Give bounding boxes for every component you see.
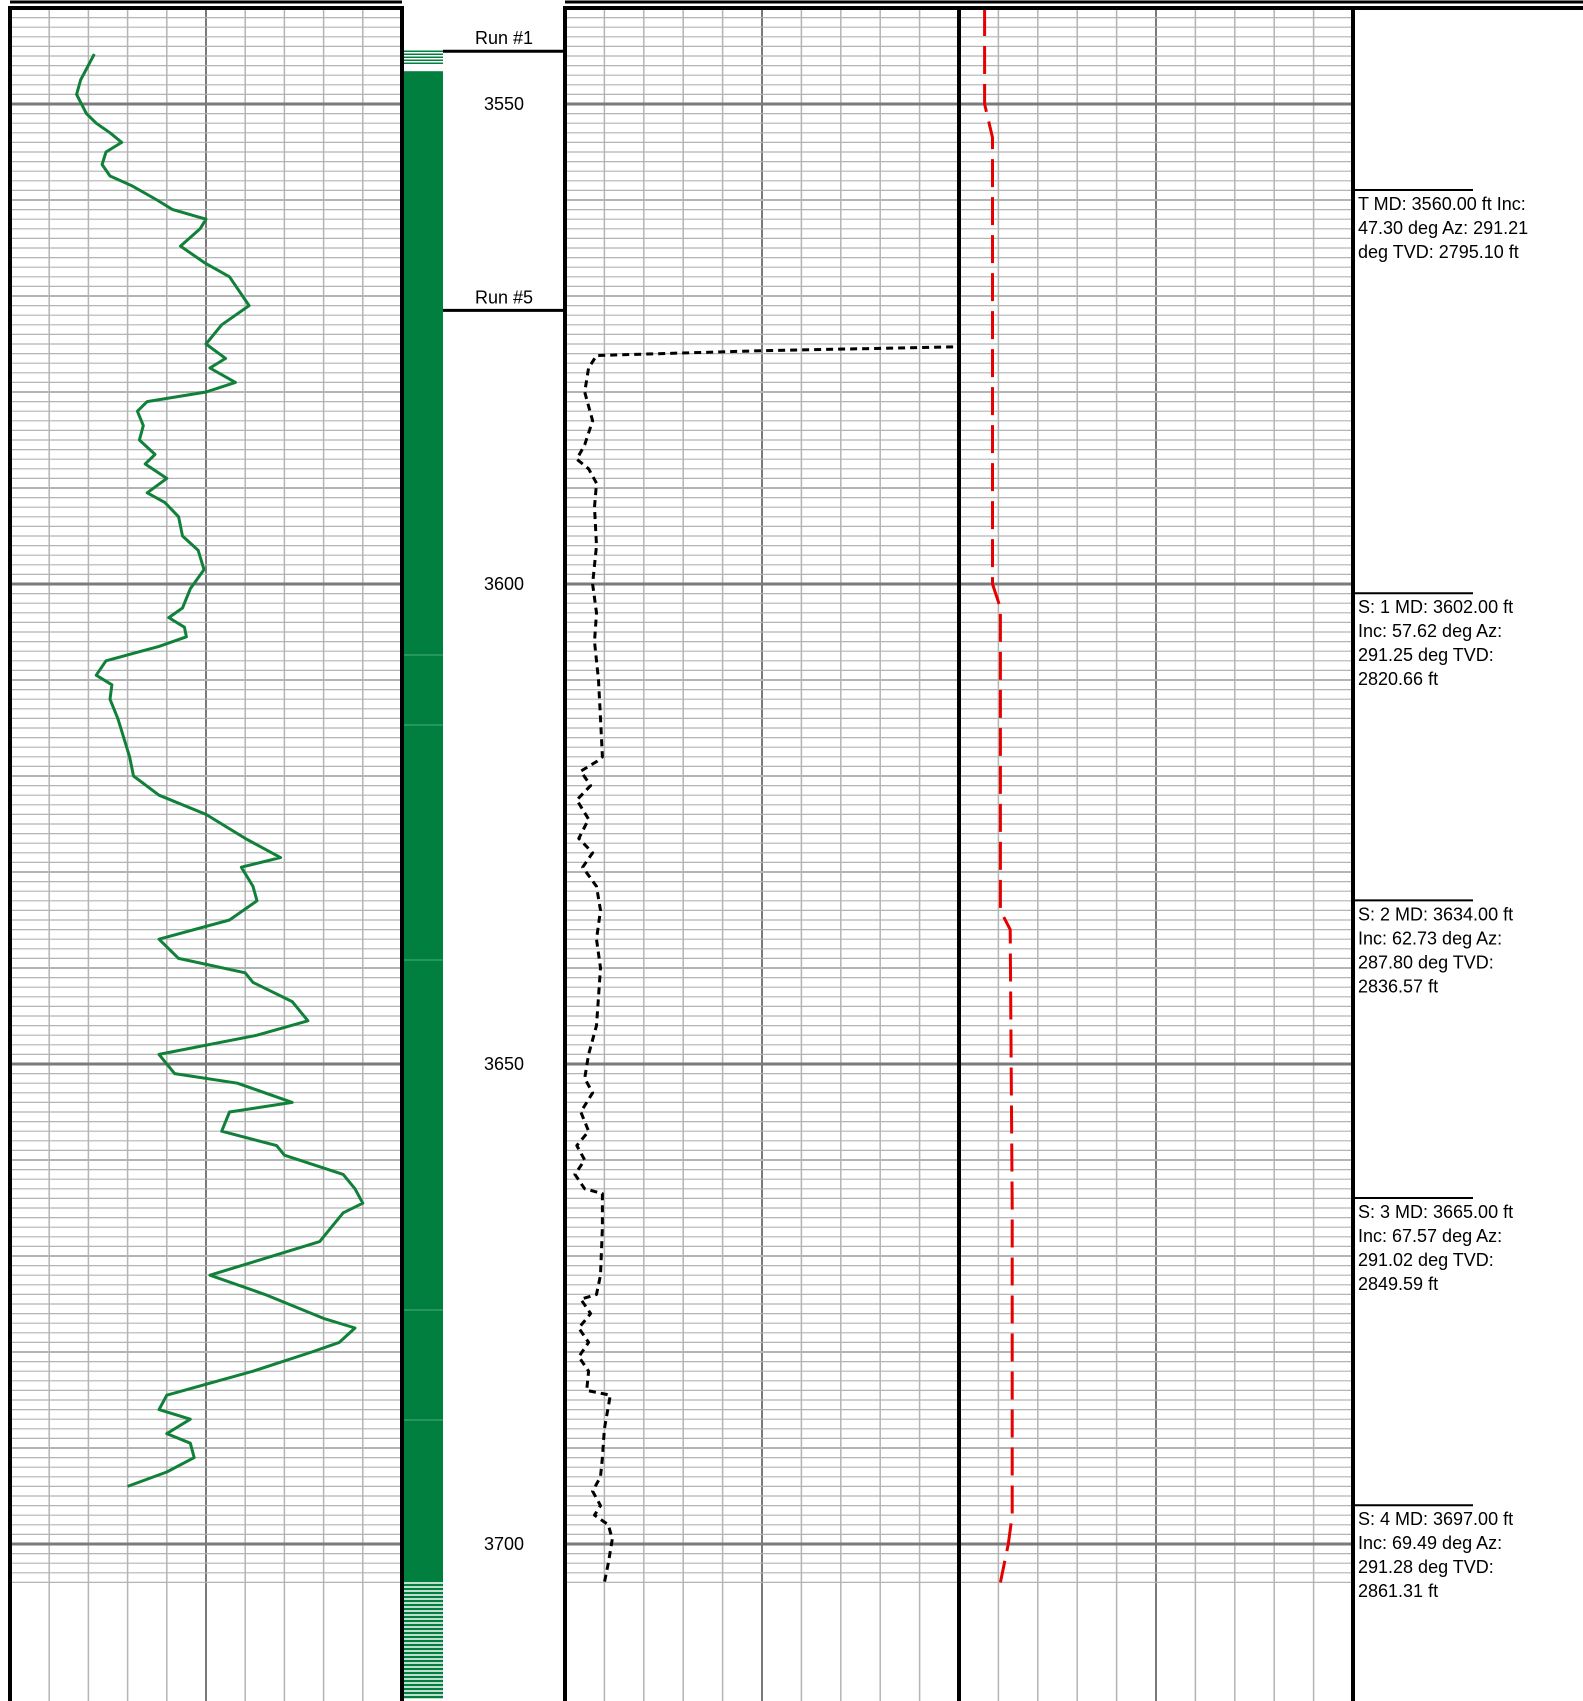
survey-annotation-text: 47.30 deg Az: 291.21 xyxy=(1358,218,1528,238)
track-3-curve xyxy=(983,8,1014,1583)
track-1-curve xyxy=(75,53,365,1488)
survey-annotation-text: 287.80 deg TVD: xyxy=(1358,952,1494,972)
annotation-column: T MD: 3560.00 ft Inc: 47.30 deg Az: 291.2… xyxy=(1353,189,1528,1601)
survey-annotation-text: 2849.59 ft xyxy=(1358,1274,1438,1294)
survey-annotation-text: deg TVD: 2795.10 ft xyxy=(1358,242,1519,262)
track-2-curve xyxy=(573,345,954,1583)
survey-annotation-text: T MD: 3560.00 ft Inc: xyxy=(1358,194,1526,214)
survey-annotation-text: 2820.66 ft xyxy=(1358,669,1438,689)
curve-layer xyxy=(75,8,1014,1583)
depth-tick-label: 3700 xyxy=(484,1534,524,1554)
frame-layer xyxy=(8,0,1583,1701)
survey-annotation-text: Inc: 62.73 deg Az: xyxy=(1358,928,1502,948)
survey-annotation-text: S: 4 MD: 3697.00 ft xyxy=(1358,1509,1513,1529)
survey-annotation-text: 291.02 deg TVD: xyxy=(1358,1250,1494,1270)
track-1-frame xyxy=(8,6,404,1701)
run-label: Run #1 xyxy=(475,28,533,48)
survey-annotation-text: S: 3 MD: 3665.00 ft xyxy=(1358,1202,1513,1222)
survey-annotation-text: 291.28 deg TVD: xyxy=(1358,1557,1494,1577)
run-label: Run #5 xyxy=(475,287,533,307)
fill-layer xyxy=(403,50,443,1699)
survey-annotation-text: Inc: 69.49 deg Az: xyxy=(1358,1533,1502,1553)
survey-annotation-text: S: 2 MD: 3634.00 ft xyxy=(1358,904,1513,924)
survey-annotation-text: Inc: 67.57 deg Az: xyxy=(1358,1226,1502,1246)
depth-tick-label: 3650 xyxy=(484,1054,524,1074)
survey-annotation-text: 2861.31 ft xyxy=(1358,1581,1438,1601)
survey-annotation-text: S: 1 MD: 3602.00 ft xyxy=(1358,597,1513,617)
depth-tick-label: 3600 xyxy=(484,574,524,594)
grid-layer xyxy=(10,8,1353,1701)
survey-annotation-text: 2836.57 ft xyxy=(1358,976,1438,996)
depth-column: Run #1 Run #5 3550 3600 3650 3700 xyxy=(443,28,565,1554)
survey-annotation-text: Inc: 57.62 deg Az: xyxy=(1358,621,1502,641)
depth-tick-label: 3550 xyxy=(484,94,524,114)
survey-annotation-text: 291.25 deg TVD: xyxy=(1358,645,1494,665)
green-fill-column xyxy=(403,71,443,1582)
